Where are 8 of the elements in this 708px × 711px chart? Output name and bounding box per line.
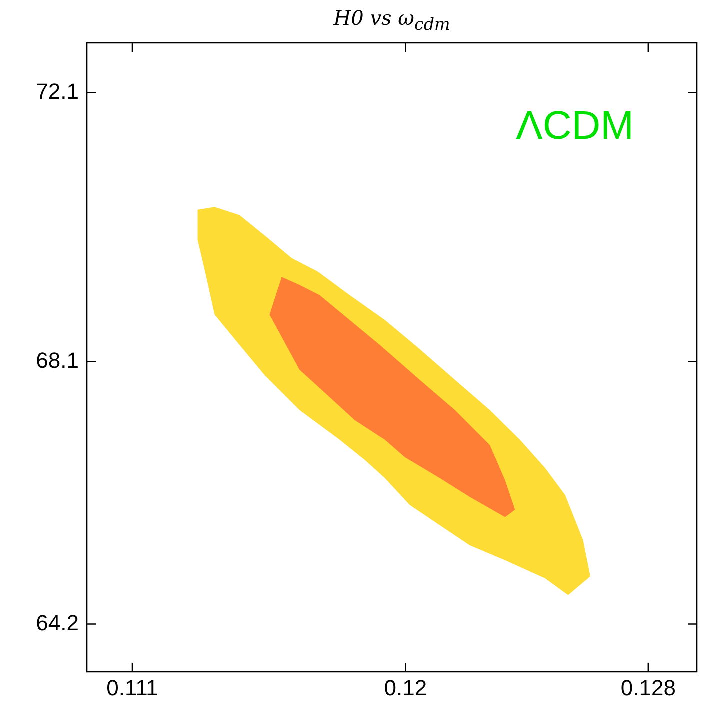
y-tick-label: 72.1 xyxy=(36,78,79,104)
x-tick-label: 0.111 xyxy=(106,675,158,700)
annotation: ΛCDM xyxy=(516,104,634,148)
y-tick-label: 64.2 xyxy=(36,610,79,636)
y-tick-label: 68.1 xyxy=(36,348,79,373)
x-tick-label: 0.128 xyxy=(620,675,676,700)
x-tick-label: 0.12 xyxy=(384,675,428,700)
chart-title: H0 vs ω$_{cdm}$ xyxy=(332,6,452,34)
